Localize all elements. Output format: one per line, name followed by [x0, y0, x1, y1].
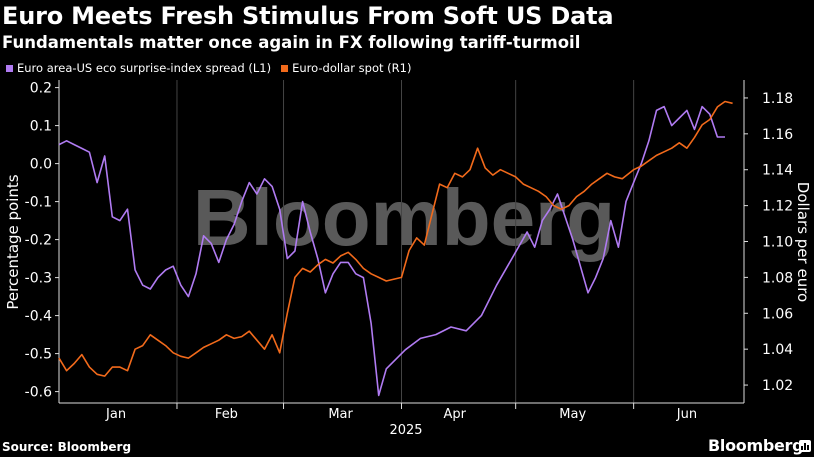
y-left-tick-label: -0.4 [25, 309, 52, 325]
x-tick-label: Feb [215, 407, 238, 422]
y-right-tick-label: 1.08 [762, 270, 793, 286]
x-axis-year-label: 2025 [389, 423, 422, 438]
series-line-eurusd [58, 100, 733, 377]
y-right-tick-label: 1.16 [762, 127, 793, 143]
y-left-tick-label: -0.2 [25, 233, 52, 249]
chart-grid [176, 80, 635, 403]
chart-series [58, 100, 733, 397]
y-right-tick-label: 1.18 [762, 91, 793, 107]
y-right-tick-label: 1.06 [762, 306, 793, 322]
x-tick-label: Jan [105, 407, 126, 422]
legend-label-spread: Euro area-US eco surprise-index spread (… [17, 61, 272, 75]
legend-swatch-spread [6, 64, 13, 72]
legend-label-eurusd: Euro-dollar spot (R1) [292, 61, 412, 75]
y-right-tick-label: 1.02 [762, 378, 793, 394]
y-right-tick-label: 1.04 [762, 342, 793, 358]
y-axis-left-label: Percentage points [4, 174, 22, 309]
y-axis-right-label: Dollars per euro [794, 182, 812, 302]
y-right-tick-label: 1.14 [762, 163, 793, 179]
bloomberg-logo: Bloomberg [708, 436, 804, 455]
source-note: Source: Bloomberg [2, 440, 132, 454]
legend-swatch-eurusd [281, 64, 289, 72]
bar-chart-icon [799, 440, 811, 452]
y-left-tick-label: -0.5 [25, 347, 52, 363]
bloomberg-watermark: Bloomberg [193, 173, 615, 262]
legend-item-eurusd: Euro-dollar spot (R1) [281, 61, 411, 75]
y-left-tick-label: -0.3 [25, 271, 52, 287]
y-left-tick-label: 0.2 [30, 81, 52, 97]
chart-legend: Euro area-US eco surprise-index spread (… [6, 61, 411, 75]
series-line-spread [58, 105, 725, 397]
x-tick-label: Apr [444, 407, 467, 422]
y-left-tick-label: 0.1 [30, 119, 52, 135]
chart-axes: 0.2 0.1 0.0 -0.1 -0.2 -0.3 -0.4 -0.5 -0.6 1.18 1.1… [25, 80, 793, 422]
x-tick-label: Mar [328, 407, 353, 422]
y-left-tick-label: 0.0 [30, 157, 52, 173]
y-left-tick-label: -0.6 [25, 385, 52, 401]
y-left-tick-label: -0.1 [25, 195, 52, 211]
chart-subtitle: Fundamentals matter once again in FX fol… [2, 33, 581, 52]
y-right-tick-label: 1.10 [762, 235, 793, 251]
x-tick-label: Jun [676, 407, 697, 422]
chart-title: Euro Meets Fresh Stimulus From Soft US D… [2, 2, 614, 30]
x-tick-label: May [559, 407, 586, 422]
legend-item-spread: Euro area-US eco surprise-index spread (… [6, 61, 271, 75]
y-right-tick-label: 1.12 [762, 199, 793, 215]
